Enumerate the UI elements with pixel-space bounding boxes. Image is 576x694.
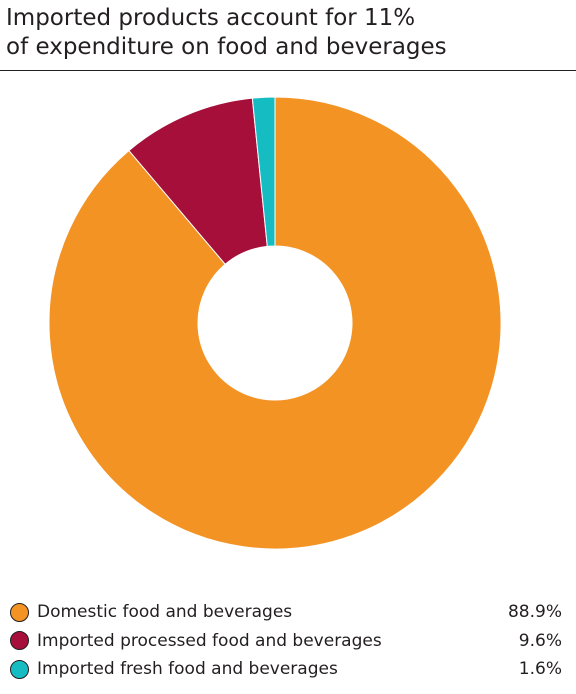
legend-label-domestic: Domestic food and beverages xyxy=(37,602,293,623)
donut-slices xyxy=(48,96,502,550)
chart-title-line-1: Imported products account for 11% xyxy=(6,5,416,31)
legend-swatch-imported-fresh xyxy=(10,659,29,679)
title-divider xyxy=(0,70,576,71)
legend-item-imported-processed: Imported processed food and beverages 9.… xyxy=(10,627,562,656)
legend-item-domestic: Domestic food and beverages 88.9% xyxy=(10,598,562,627)
legend-value-imported-fresh: 1.6% xyxy=(518,659,562,680)
legend-swatch-imported-processed xyxy=(10,631,29,651)
slice-imported-fresh xyxy=(251,96,276,247)
slice-domestic xyxy=(48,96,502,550)
legend-value-domestic: 88.9% xyxy=(507,602,562,623)
legend-swatch-domestic xyxy=(10,602,29,622)
legend-label-imported-processed: Imported processed food and beverages xyxy=(37,630,382,651)
chart-title-line-2: of expenditure on food and beverages xyxy=(6,34,447,60)
donut-chart xyxy=(48,96,502,550)
legend-value-imported-processed: 9.6% xyxy=(518,630,562,651)
legend-label-imported-fresh: Imported fresh food and beverages xyxy=(37,659,338,680)
legend: Domestic food and beverages 88.9% Import… xyxy=(10,598,562,684)
chart-title: Imported products account for 11% of exp… xyxy=(6,4,572,62)
legend-item-imported-fresh: Imported fresh food and beverages 1.6% xyxy=(10,655,562,684)
